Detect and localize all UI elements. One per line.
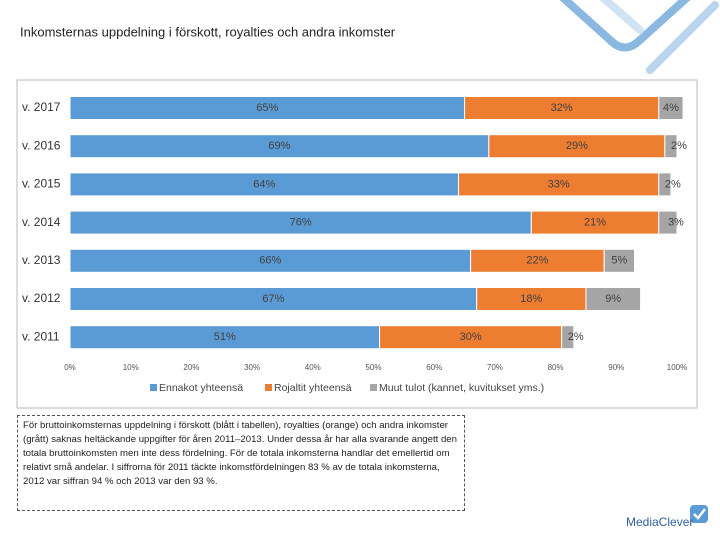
legend-swatch	[150, 384, 157, 391]
data-label: 32%	[551, 102, 573, 114]
data-label: 29%	[566, 140, 588, 152]
bar-segment	[658, 96, 684, 120]
decoration	[559, 0, 719, 74]
x-tick-label: 10%	[123, 363, 139, 372]
bar-segment	[658, 210, 678, 235]
bar-segment	[603, 248, 636, 273]
data-label: 76%	[290, 217, 312, 229]
x-tick-label: 20%	[183, 363, 199, 372]
x-tick-label: 30%	[244, 363, 260, 372]
legend-label: Rojaltit yhteensä	[274, 382, 352, 394]
y-tick-label: v. 2011	[22, 329, 60, 343]
x-tick-label: 40%	[305, 363, 321, 372]
data-label: 67%	[262, 293, 284, 305]
data-label: 64%	[253, 178, 275, 190]
data-label: 9%	[605, 293, 621, 305]
data-label: 2%	[665, 178, 681, 190]
data-label: 4%	[663, 102, 679, 114]
data-label: 66%	[259, 255, 281, 267]
data-label: 21%	[584, 217, 606, 229]
data-label: 30%	[460, 331, 482, 343]
legend-label: Ennakot yhteensä	[159, 382, 243, 394]
data-label: 51%	[214, 331, 236, 343]
data-label: 22%	[526, 255, 548, 267]
bar-segment	[561, 325, 575, 350]
chart-frame	[16, 79, 698, 409]
x-tick-label: 80%	[548, 363, 564, 372]
y-tick-label: v. 2012	[22, 291, 61, 305]
data-label: 2%	[671, 140, 687, 152]
y-tick-label: v. 2017	[22, 100, 61, 114]
text-box: För bruttoinkomsternas uppdelning i förs…	[17, 415, 465, 511]
legend-swatch	[265, 384, 272, 391]
y-tick-label: v. 2013	[22, 253, 61, 267]
data-label: 65%	[256, 102, 278, 114]
legend-label: Muut tulot (kannet, kuvitukset yms.)	[379, 382, 544, 394]
x-tick-label: 100%	[667, 363, 687, 372]
logo-text: MediaClever	[626, 515, 693, 529]
bar-segment	[664, 134, 678, 159]
legend-swatch	[370, 384, 377, 391]
x-tick-label: 0%	[64, 363, 76, 372]
x-tick-label: 70%	[487, 363, 503, 372]
y-tick-label: v. 2014	[22, 215, 61, 229]
chart-title: Inkomsternas uppdelning i förskott, roya…	[20, 24, 396, 39]
data-label: 3%	[668, 217, 684, 229]
data-label: 5%	[611, 255, 627, 267]
data-label: 2%	[568, 331, 584, 343]
y-tick-label: v. 2016	[22, 138, 61, 152]
bar-segment	[585, 287, 642, 311]
bar-segment	[658, 172, 672, 197]
data-label: 33%	[548, 178, 570, 190]
logo: MediaClever	[626, 505, 708, 529]
y-tick-label: v. 2015	[22, 177, 61, 191]
x-tick-label: 50%	[365, 363, 381, 372]
x-tick-label: 60%	[426, 363, 442, 372]
data-label: 18%	[520, 293, 542, 305]
x-tick-label: 90%	[608, 363, 624, 372]
data-label: 69%	[268, 140, 290, 152]
